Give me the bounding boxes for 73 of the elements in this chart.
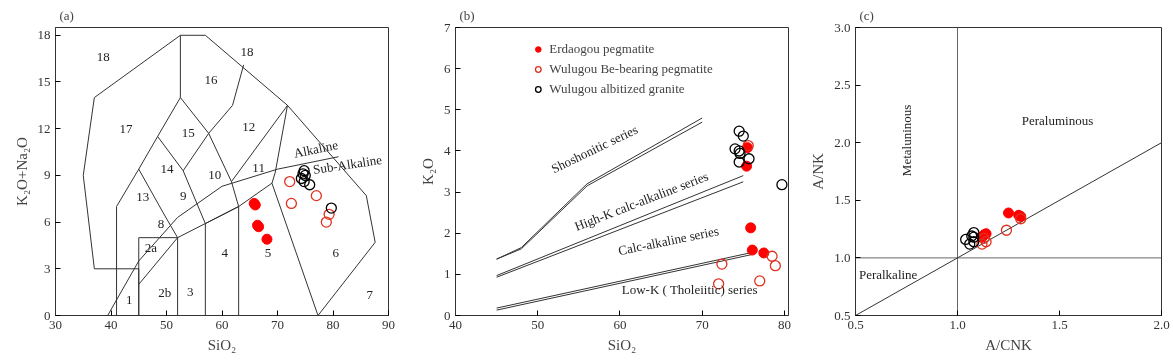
annotation: 9 [179,187,187,203]
y-axis-title: A/NK [810,153,827,190]
chart-title: (c) [859,7,874,23]
x-tick-label: 90 [382,316,395,332]
annotation: 1 [126,291,133,307]
annotation: 4 [221,245,229,261]
annotation: 18 [240,44,254,60]
annotation: Peraluminous [1021,113,1094,129]
chart-title: (b) [459,7,475,23]
annotation: Alkaline [292,137,340,161]
annotation: Low-K ( Tholeiitic) series [621,282,758,298]
x-tick-label: 50 [160,316,173,332]
x-tick-label: 60 [215,316,229,332]
legend-label: Wulugou Be-bearing pegmatite [549,61,713,77]
x-tick-label: 40 [449,316,462,332]
x-axis-title: SiO₂ [207,336,237,353]
annotation: 10 [208,167,222,183]
y-tick-label: 6 [44,214,51,230]
annotation: 2b [158,284,172,300]
annotation: 16 [204,72,218,88]
x-tick-label: 60 [613,316,627,332]
y-tick-label: 1 [444,266,451,282]
y-tick-label: 6 [444,60,451,76]
y-tick-label: 3 [44,260,51,276]
legend-label: Wulugou albitized granite [549,81,685,97]
annotation: 17 [119,120,133,136]
x-axis-title: SiO₂ [607,336,637,353]
y-tick-label: 5 [444,101,451,117]
y-tick-label: 18 [37,27,51,43]
x-tick-label: 30 [49,316,62,332]
y-tick-label: 9 [44,167,51,183]
x-tick-label: 70 [271,316,284,332]
legend-label: Erdaogou pegmatite [549,41,655,57]
x-axis-title: A/CNK [985,336,1032,353]
annotation: Peralkaline [858,266,918,282]
y-axis-title: K₂O+Na₂O [13,136,30,206]
annotation: 14 [160,161,175,177]
y-tick-label: 2 [444,225,451,241]
y-tick-label: 4 [444,142,451,158]
y-tick-label: 2.5 [834,77,851,93]
x-tick-label: 1.5 [1051,316,1068,332]
x-tick-label: 2.0 [1153,316,1170,332]
y-axis-title: K₂O [420,157,436,185]
y-tick-label: 15 [37,73,51,89]
annotation: 5 [264,245,272,261]
annotation: 12 [242,119,256,135]
annotation: 7 [366,287,374,303]
annotation: 2a [144,239,158,255]
x-tick-label: 70 [695,316,709,332]
annotation: 6 [332,245,340,261]
x-tick-label: 1.0 [949,316,966,332]
y-tick-label: 1.0 [834,249,851,265]
chart-title: (a) [59,7,74,23]
y-tick-label: 3 [444,184,451,200]
annotation: 3 [187,284,194,300]
x-tick-label: 50 [531,316,545,332]
annotation: Calc-alkaline series [616,223,721,259]
x-tick-label: 80 [326,316,340,332]
annotation: Metaluninous [898,104,914,177]
x-tick-label: 80 [777,316,791,332]
y-tick-label: 12 [37,120,51,136]
y-tick-label: 3.0 [834,19,851,35]
annotation: 13 [136,189,150,205]
annotation: 8 [157,216,165,232]
annotation: 18 [96,49,110,65]
y-tick-label: 7 [444,19,451,35]
annotation: 11 [252,159,265,175]
y-tick-label: 1.5 [834,192,851,208]
y-tick-label: 2.0 [834,134,851,150]
x-tick-label: 40 [104,316,118,332]
y-tick-label: 0 [444,307,451,323]
annotation: 15 [181,125,195,141]
y-tick-label: 0 [44,307,51,323]
